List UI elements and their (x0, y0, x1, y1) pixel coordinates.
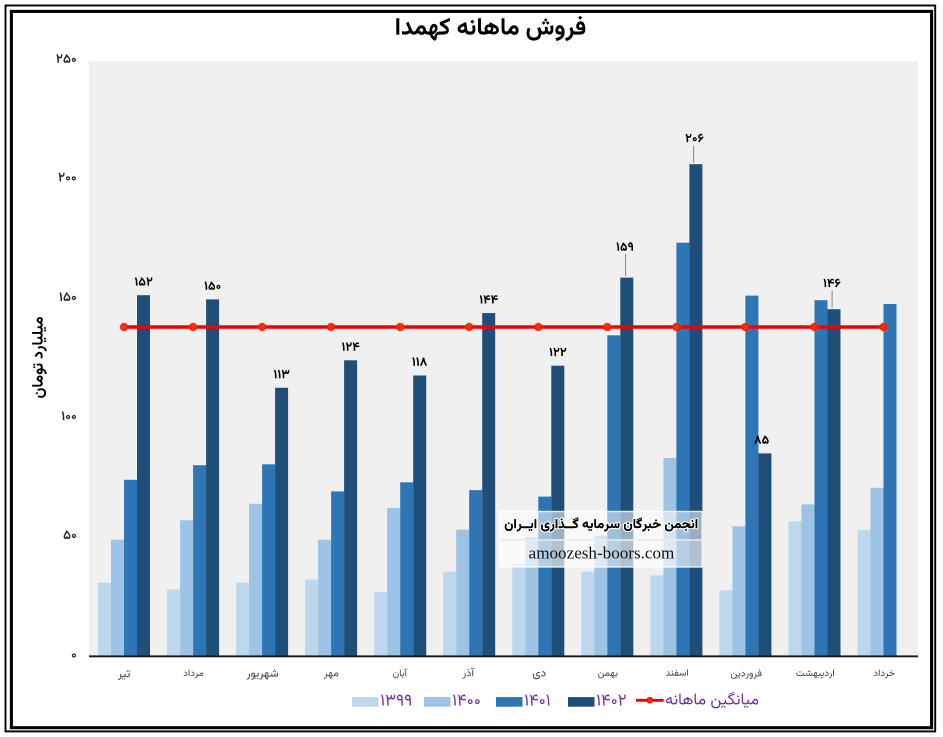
svg-text:amoozesh-boors.com: amoozesh-boors.com (529, 544, 675, 563)
